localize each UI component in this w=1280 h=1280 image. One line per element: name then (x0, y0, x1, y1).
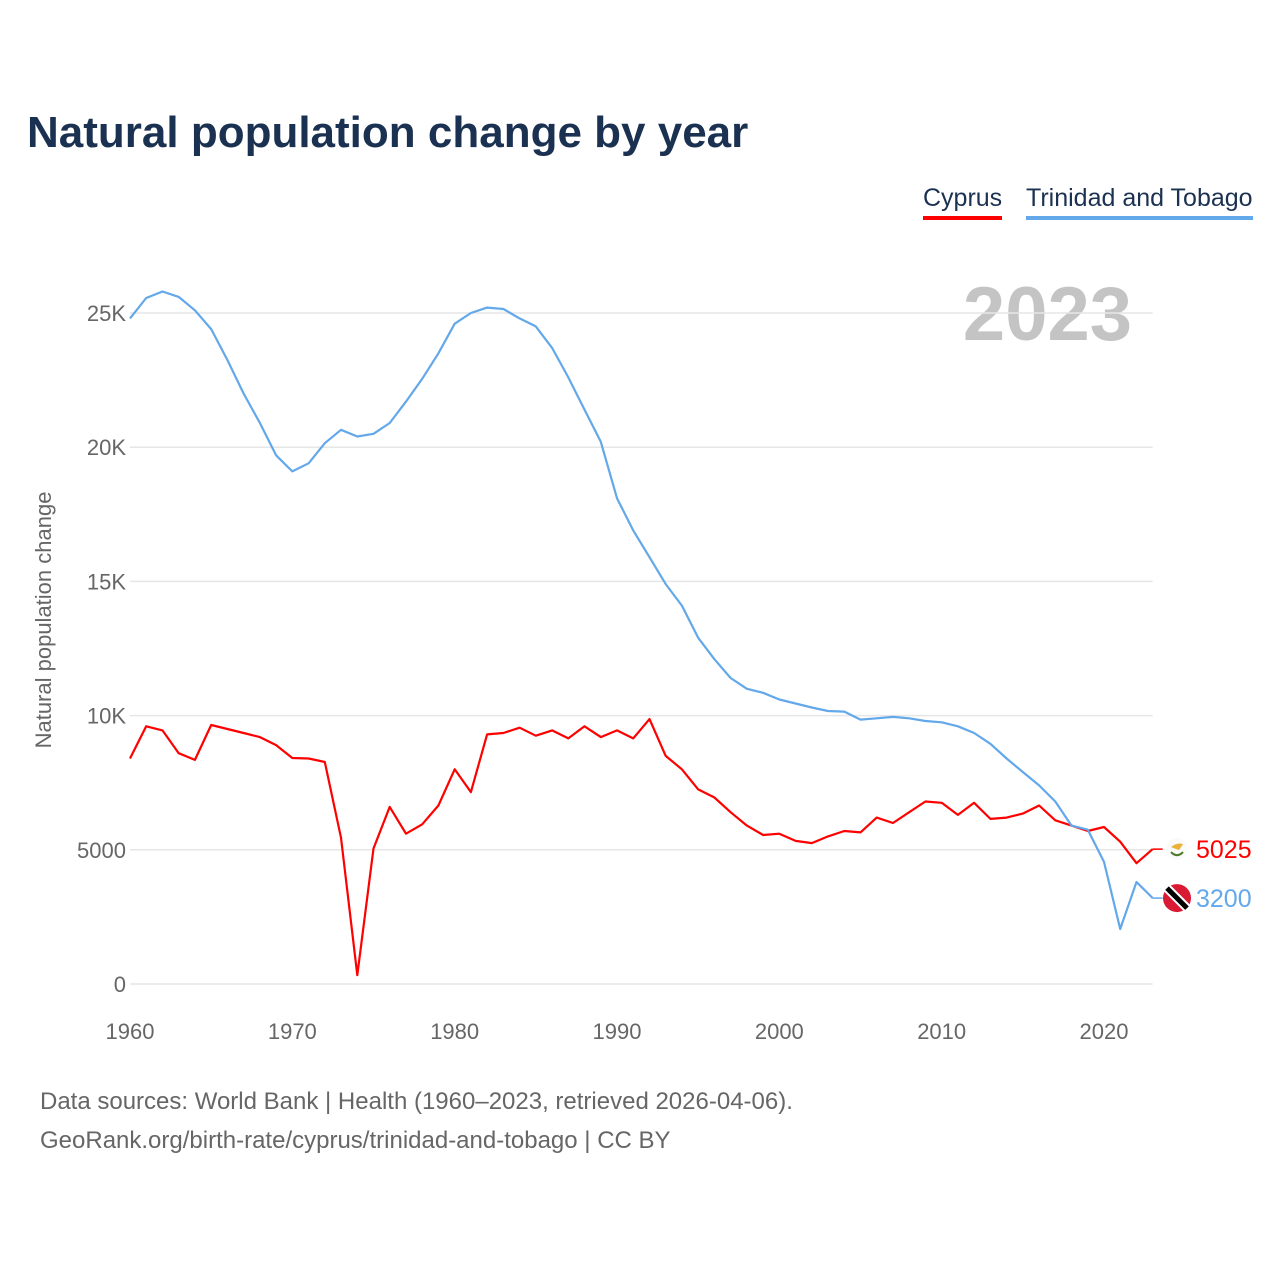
chart-title: Natural population change by year (27, 108, 749, 157)
x-tick-label: 1970 (268, 1019, 317, 1044)
y-tick-label: 0 (114, 972, 126, 997)
y-tick-label: 15K (87, 569, 126, 594)
series-line-cyprus (129, 717, 1154, 977)
end-value-label: 3200 (1196, 885, 1252, 913)
cyprus-flag-map-icon (1171, 843, 1183, 851)
end-value-label: 5025 (1196, 836, 1252, 864)
x-tick-label: 1980 (430, 1019, 479, 1044)
x-tick-label: 1990 (593, 1019, 642, 1044)
y-tick-label: 5000 (77, 838, 126, 863)
x-tick-label: 2000 (755, 1019, 804, 1044)
legend-item-cyprus[interactable]: Cyprus (923, 184, 1003, 220)
y-tick-label: 25K (87, 301, 126, 326)
y-axis-label: Natural population change (31, 492, 56, 749)
y-tick-label: 20K (87, 435, 126, 460)
series-line-trinidad-and-tobago (129, 290, 1154, 931)
legend-item-trinidad-and-tobago[interactable]: Trinidad and Tobago (1026, 184, 1253, 220)
y-tick-label: 10K (87, 704, 126, 729)
data-source-text: Data sources: World Bank | Health (1960–… (40, 1088, 793, 1115)
x-tick-label: 1960 (106, 1019, 155, 1044)
year-watermark: 2023 (963, 272, 1132, 357)
cyprus-flag-olive-icon (1170, 851, 1184, 857)
x-tick-label: 2010 (917, 1019, 966, 1044)
source-link[interactable]: GeoRank.org/birth-rate/cyprus/trinidad-a… (40, 1127, 671, 1154)
trinidad-flag-black-stripe (1165, 886, 1189, 910)
x-tick-label: 2020 (1080, 1019, 1129, 1044)
